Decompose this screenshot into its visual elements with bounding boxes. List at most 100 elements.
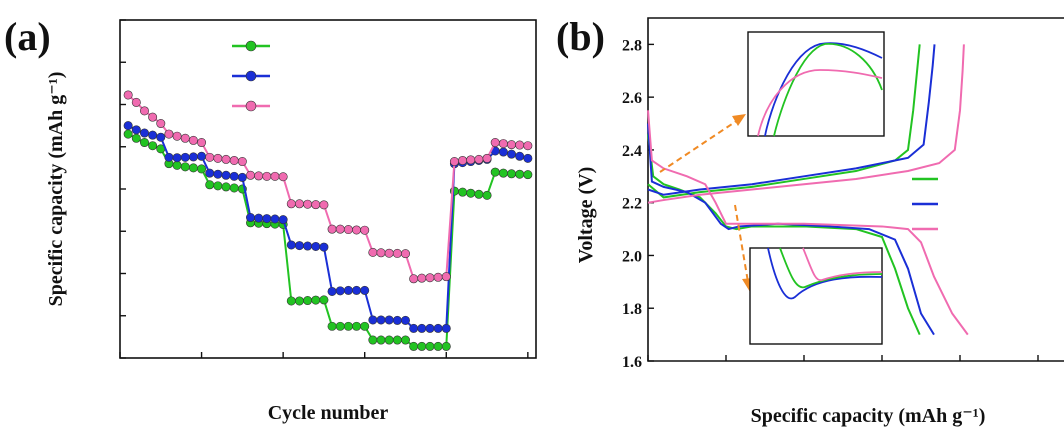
data-point-zns-cos-cs-cycle-38 xyxy=(425,323,435,333)
data-point-cs-cycle-22 xyxy=(294,296,304,306)
data-point-cs-cycle-9 xyxy=(188,163,198,173)
data-point-zns-cos-cs-cycle-31 xyxy=(368,315,378,325)
data-point-b-zns-cos-cs-cycle-21 xyxy=(286,199,296,209)
data-point-cs-cycle-8 xyxy=(180,162,190,172)
inset-upper-curve-cs xyxy=(773,43,883,137)
data-point-b-zns-cos-cs-cycle-26 xyxy=(327,224,337,234)
inset-arrow-upper-head xyxy=(732,114,746,126)
data-point-cs-cycle-14 xyxy=(229,183,239,193)
data-point-cs-cycle-49 xyxy=(515,169,525,179)
data-point-b-zns-cos-cs-cycle-23 xyxy=(303,199,313,209)
data-point-b-zns-cos-cs-cycle-14 xyxy=(229,155,239,165)
inset-lower-curve-cs xyxy=(779,247,883,289)
data-point-b-zns-cos-cs-cycle-6 xyxy=(164,129,174,139)
data-point-zns-cos-cs-cycle-1 xyxy=(123,121,133,131)
data-point-cs-cycle-34 xyxy=(392,335,402,345)
discharge-curve-b-zns-cos-cs xyxy=(647,110,969,336)
panel-b-x-axis-label: Specific capacity (mAh g⁻¹) xyxy=(751,405,986,427)
inset-lower-curve-b-znscos2-cs xyxy=(802,247,883,282)
data-point-cs-cycle-7 xyxy=(172,160,182,170)
data-point-b-zns-cos-cs-cycle-2 xyxy=(131,97,141,107)
data-point-b-zns-cos-cs-cycle-10 xyxy=(197,138,207,148)
data-point-b-zns-cos-cs-cycle-39 xyxy=(433,272,443,282)
y-tick-label-2.0: 2.0 xyxy=(622,248,642,265)
data-point-cs-cycle-38 xyxy=(425,341,435,351)
data-point-b-zns-cos-cs-cycle-36 xyxy=(409,274,419,284)
data-point-cs-cycle-13 xyxy=(221,182,231,192)
data-point-zns-cos-cs-cycle-7 xyxy=(172,153,182,163)
data-point-cs-cycle-3 xyxy=(139,138,149,148)
panel-a-plot-frame xyxy=(119,19,537,359)
data-point-zns-cos-cs-cycle-8 xyxy=(180,152,190,162)
data-point-zns-cos-cs-cycle-13 xyxy=(221,170,231,180)
charge-curve-cs xyxy=(647,44,921,199)
inset-lower-curve-znscos2-cs xyxy=(767,247,883,300)
data-point-cs-cycle-27 xyxy=(335,321,345,331)
data-point-b-zns-cos-cs-cycle-7 xyxy=(172,131,182,141)
data-point-zns-cos-cs-cycle-9 xyxy=(188,152,198,162)
data-point-b-zns-cos-cs-cycle-15 xyxy=(237,157,247,167)
data-point-zns-cos-cs-cycle-20 xyxy=(278,215,288,225)
data-point-zns-cos-cs-cycle-50 xyxy=(523,153,533,163)
data-point-b-zns-cos-cs-cycle-16 xyxy=(246,170,256,180)
panel-a-axis-ticks xyxy=(119,19,529,359)
data-point-b-zns-cos-cs-cycle-11 xyxy=(205,152,215,162)
data-point-zns-cos-cs-cycle-5 xyxy=(156,132,166,142)
data-point-zns-cos-cs-cycle-19 xyxy=(270,214,280,224)
data-point-b-zns-cos-cs-cycle-27 xyxy=(335,224,345,234)
data-point-cs-cycle-1 xyxy=(123,129,133,139)
data-point-b-zns-cos-cs-cycle-18 xyxy=(262,171,272,181)
data-point-zns-cos-cs-cycle-32 xyxy=(376,315,386,325)
panel-a-rate-capability-chart: (a) Cycle number Specific capacity (mAh … xyxy=(4,14,537,424)
y-tick-label-2.8: 2.8 xyxy=(622,37,642,54)
data-point-cs-cycle-28 xyxy=(343,321,353,331)
data-point-zns-cos-cs-cycle-24 xyxy=(311,241,321,251)
data-point-zns-cos-cs-cycle-29 xyxy=(352,285,362,295)
data-point-zns-cos-cs-cycle-10 xyxy=(197,151,207,161)
legend-marker-cs xyxy=(245,40,257,52)
data-point-cs-cycle-37 xyxy=(417,341,427,351)
data-point-zns-cos-cs-cycle-22 xyxy=(294,241,304,251)
y-tick-label-2.6: 2.6 xyxy=(622,90,642,107)
data-point-b-zns-cos-cs-cycle-25 xyxy=(319,200,329,210)
data-point-cs-cycle-2 xyxy=(131,133,141,143)
data-point-b-zns-cos-cs-cycle-44 xyxy=(474,154,484,164)
data-point-b-zns-cos-cs-cycle-19 xyxy=(270,171,280,181)
data-point-cs-cycle-43 xyxy=(466,188,476,198)
data-point-b-zns-cos-cs-cycle-28 xyxy=(343,225,353,235)
inset-upper-curve-znscos2-cs xyxy=(764,42,883,137)
data-point-b-zns-cos-cs-cycle-50 xyxy=(523,141,533,151)
data-point-zns-cos-cs-cycle-48 xyxy=(507,149,517,159)
data-point-cs-cycle-48 xyxy=(507,169,517,179)
y-tick-label-2.2: 2.2 xyxy=(622,196,642,213)
data-point-cs-cycle-12 xyxy=(213,181,223,191)
data-point-b-zns-cos-cs-cycle-47 xyxy=(498,139,508,149)
data-point-b-zns-cos-cs-cycle-43 xyxy=(466,155,476,165)
data-point-b-zns-cos-cs-cycle-24 xyxy=(311,200,321,210)
panel-b-label: (b) xyxy=(556,14,605,59)
data-point-b-zns-cos-cs-cycle-13 xyxy=(221,154,231,164)
y-tick-label-2.4: 2.4 xyxy=(622,143,642,160)
data-point-cs-cycle-10 xyxy=(197,164,207,174)
data-point-b-zns-cos-cs-cycle-40 xyxy=(441,272,451,282)
data-point-zns-cos-cs-cycle-21 xyxy=(286,240,296,250)
data-point-b-zns-cos-cs-cycle-41 xyxy=(449,157,459,167)
panel-a-legend xyxy=(232,40,270,112)
data-point-b-zns-cos-cs-cycle-4 xyxy=(148,112,158,122)
data-point-zns-cos-cs-cycle-3 xyxy=(139,128,149,138)
legend-marker-zns-cos-cs xyxy=(245,70,257,82)
data-point-b-zns-cos-cs-cycle-20 xyxy=(278,172,288,182)
data-point-b-zns-cos-cs-cycle-48 xyxy=(507,140,517,150)
data-point-cs-cycle-30 xyxy=(360,321,370,331)
inset-frame-lower xyxy=(749,247,883,345)
panel-a-label: (a) xyxy=(4,14,51,59)
data-point-zns-cos-cs-cycle-30 xyxy=(360,285,370,295)
panel-a-series xyxy=(123,90,533,351)
data-point-cs-cycle-35 xyxy=(400,335,410,345)
data-point-cs-cycle-42 xyxy=(458,187,468,197)
data-point-zns-cos-cs-cycle-15 xyxy=(237,172,247,182)
data-point-cs-cycle-33 xyxy=(384,335,394,345)
data-point-b-zns-cos-cs-cycle-42 xyxy=(458,155,468,165)
data-point-zns-cos-cs-cycle-16 xyxy=(246,213,256,223)
charge-curve-b-zns-cos-cs xyxy=(647,44,965,204)
